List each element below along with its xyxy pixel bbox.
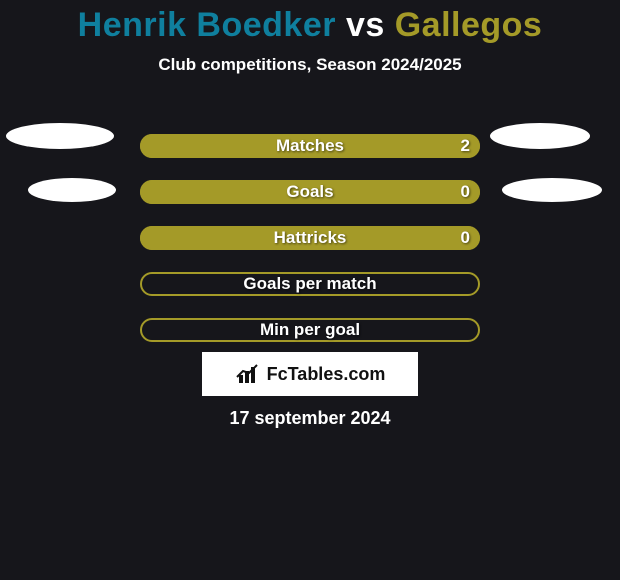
stat-value: 2	[461, 134, 470, 158]
brand-text: FcTables.com	[267, 364, 386, 385]
brand-inner: FcTables.com	[235, 363, 386, 385]
title-player-left: Henrik Boedker	[78, 6, 336, 44]
brand-box: FcTables.com	[202, 352, 418, 396]
stat-bar-outline	[140, 272, 480, 296]
page-title: Henrik Boedker vs Gallegos	[0, 0, 620, 45]
date-line: 17 september 2024	[0, 408, 620, 429]
stat-rows: Matches2 Goals0 Hattricks0 Goals per match M…	[0, 124, 620, 354]
stat-bar: Hattricks0	[140, 226, 480, 250]
subtitle: Club competitions, Season 2024/2025	[0, 55, 620, 75]
stat-bar-fill	[140, 180, 480, 204]
title-vs: vs	[336, 6, 395, 44]
stat-row: Goals per match	[0, 262, 620, 308]
comparison-infographic: Henrik Boedker vs Gallegos Club competit…	[0, 0, 620, 580]
stat-value: 0	[461, 226, 470, 250]
bar-chart-icon	[235, 363, 261, 385]
stat-bar: Matches2	[140, 134, 480, 158]
decorative-ellipse	[490, 123, 590, 149]
stat-bar-fill	[140, 226, 480, 250]
stat-bar: Min per goal	[140, 318, 480, 342]
stat-row: Min per goal	[0, 308, 620, 354]
stat-value: 0	[461, 180, 470, 204]
stat-bar: Goals per match	[140, 272, 480, 296]
title-player-right: Gallegos	[395, 6, 543, 44]
stat-bar: Goals0	[140, 180, 480, 204]
decorative-ellipse	[502, 178, 602, 202]
stat-bar-fill	[140, 134, 480, 158]
decorative-ellipse	[6, 123, 114, 149]
stat-row: Hattricks0	[0, 216, 620, 262]
decorative-ellipse	[28, 178, 116, 202]
stat-bar-outline	[140, 318, 480, 342]
